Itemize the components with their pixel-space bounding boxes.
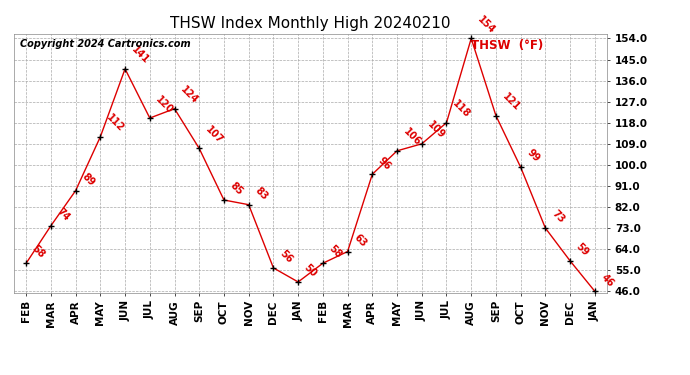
Text: 83: 83	[253, 185, 270, 202]
Text: 124: 124	[179, 84, 200, 106]
Text: 121: 121	[500, 92, 522, 113]
Text: 58: 58	[30, 244, 47, 261]
Text: 107: 107	[204, 124, 225, 146]
Text: 56: 56	[277, 249, 294, 265]
Text: 58: 58	[327, 244, 344, 261]
Text: 120: 120	[154, 94, 175, 115]
Text: 112: 112	[104, 112, 126, 134]
Text: 96: 96	[377, 155, 393, 171]
Text: 154: 154	[475, 14, 497, 36]
Text: 109: 109	[426, 120, 447, 141]
Text: 106: 106	[401, 127, 422, 148]
Text: THSW  (°F): THSW (°F)	[471, 39, 543, 52]
Text: 118: 118	[451, 99, 472, 120]
Text: 99: 99	[525, 148, 542, 165]
Text: 74: 74	[55, 206, 72, 223]
Text: 85: 85	[228, 180, 245, 197]
Text: 46: 46	[599, 272, 615, 288]
Text: 89: 89	[80, 171, 97, 188]
Text: Copyright 2024 Cartronics.com: Copyright 2024 Cartronics.com	[20, 39, 190, 49]
Text: 59: 59	[574, 242, 591, 258]
Text: 63: 63	[352, 232, 368, 249]
Text: 50: 50	[302, 262, 319, 279]
Title: THSW Index Monthly High 20240210: THSW Index Monthly High 20240210	[170, 16, 451, 31]
Text: 73: 73	[549, 209, 566, 225]
Text: 141: 141	[129, 45, 150, 66]
